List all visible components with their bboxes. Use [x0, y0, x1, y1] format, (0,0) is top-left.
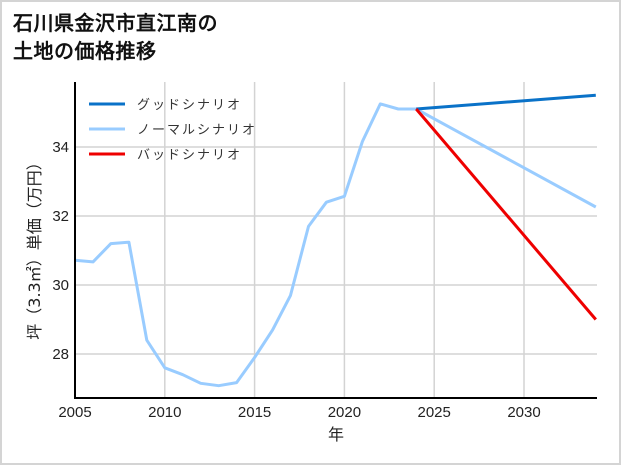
y-tick-label: 32	[52, 208, 69, 225]
x-tick-label: 2025	[418, 404, 451, 421]
y-tick-label: 28	[52, 346, 69, 363]
x-tick-label: 2020	[328, 404, 361, 421]
chart-title-line-1: 石川県金沢市直江南の	[13, 11, 218, 35]
x-axis-ticks: 2005 2010 2015 2020 2025 2030	[58, 404, 540, 421]
legend-label: ノーマルシナリオ	[137, 123, 257, 138]
series-line-2	[415, 108, 597, 321]
y-axis-label: 坪（3.3㎡）単価（万円）	[25, 154, 44, 339]
axes	[74, 82, 597, 399]
chart-title-line-2: 土地の価格推移	[13, 39, 157, 63]
legend-label: バッドシナリオ	[137, 148, 242, 163]
series-line-1	[74, 102, 597, 388]
series-line-0	[416, 93, 596, 111]
x-tick-label: 2015	[238, 404, 271, 421]
y-tick-label: 34	[52, 139, 69, 156]
x-axis-label: 年	[328, 425, 344, 444]
series-lines	[74, 93, 597, 388]
y-axis-ticks: 28 30 32 34	[52, 139, 69, 363]
chart-title: 石川県金沢市直江南の 土地の価格推移	[13, 9, 218, 65]
x-tick-label: 2005	[58, 404, 91, 421]
y-tick-label: 30	[52, 277, 69, 294]
x-tick-label: 2030	[507, 404, 540, 421]
x-tick-label: 2010	[148, 404, 181, 421]
grid-lines	[75, 82, 597, 398]
legend-label: グッドシナリオ	[137, 98, 242, 113]
